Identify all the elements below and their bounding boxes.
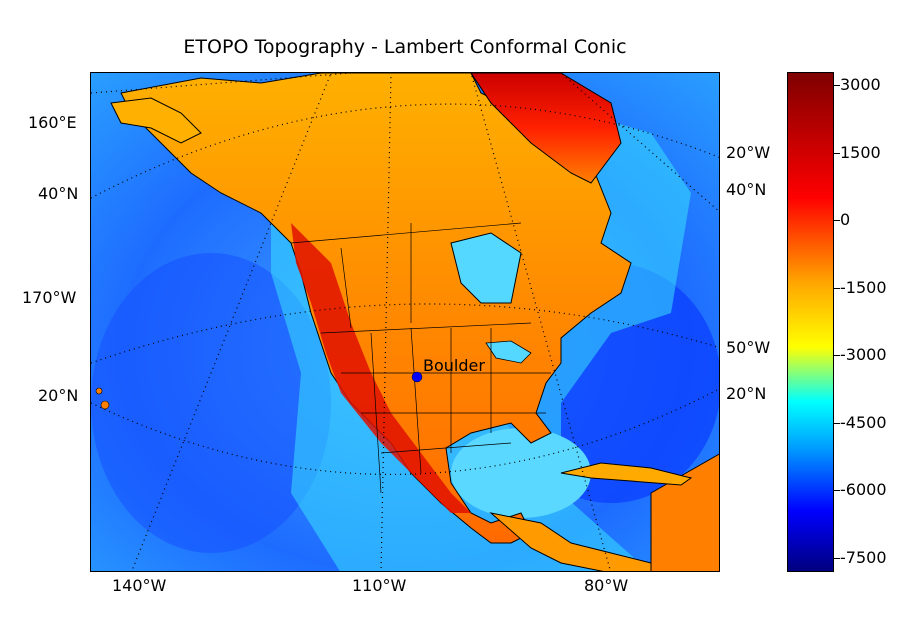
colorbar bbox=[787, 72, 834, 572]
boulder-marker[interactable] bbox=[411, 371, 423, 383]
colorbar-tick-mark bbox=[834, 152, 840, 154]
colorbar-tick-mark bbox=[834, 85, 840, 86]
topography-map: Boulder bbox=[91, 73, 719, 571]
left-label-2: 170°W bbox=[22, 288, 77, 307]
rocky-mountains bbox=[291, 223, 471, 513]
right-label-3: 20°N bbox=[726, 384, 767, 403]
pacific-deep bbox=[91, 253, 331, 553]
bottom-label-1: 110°W bbox=[352, 576, 407, 595]
right-label-2: 50°W bbox=[726, 338, 771, 357]
colorbar-tick-mark bbox=[834, 557, 840, 559]
great-lakes bbox=[485, 340, 532, 364]
map-panel: Boulder bbox=[90, 72, 720, 572]
colorbar-tick-mark bbox=[834, 220, 840, 221]
colorbar-tick-label: 3000 bbox=[840, 75, 881, 94]
left-label-0: 160°E bbox=[28, 113, 77, 132]
political-boundaries bbox=[290, 222, 551, 494]
colorbar-tick-label: 0 bbox=[840, 210, 851, 229]
greenland bbox=[470, 73, 622, 184]
colorbar-tick-mark bbox=[834, 355, 840, 356]
colorbar-tick-mark bbox=[834, 422, 840, 424]
boulder-label: Boulder bbox=[423, 356, 485, 375]
bottom-label-2: 80°W bbox=[584, 576, 629, 595]
caribbean-islands bbox=[560, 462, 693, 486]
colorbar-tick-label: -7500 bbox=[840, 547, 887, 567]
colorbar-tick-label: -6000 bbox=[840, 480, 887, 499]
right-label-0: 20°W bbox=[726, 143, 771, 162]
left-label-1: 40°N bbox=[38, 184, 79, 203]
colorbar-tick-mark bbox=[834, 490, 840, 491]
alaska-peninsula bbox=[110, 97, 202, 144]
colorbar-tick-label: -4500 bbox=[840, 412, 887, 432]
graticule bbox=[91, 73, 719, 571]
hawaii bbox=[100, 400, 110, 410]
gulf-of-mexico bbox=[451, 428, 591, 518]
hawaii bbox=[95, 387, 103, 395]
colorbar-tick-label: -3000 bbox=[840, 345, 887, 364]
colorbar-tick-label: -1500 bbox=[840, 277, 887, 297]
left-label-3: 20°N bbox=[38, 386, 79, 405]
map-title: ETOPO Topography - Lambert Conformal Con… bbox=[183, 36, 627, 58]
bottom-label-0: 140°W bbox=[112, 576, 167, 595]
right-label-1: 40°N bbox=[726, 180, 767, 199]
colorbar-tick-mark bbox=[834, 287, 840, 289]
colorbar-tick-label: 1500 bbox=[840, 142, 881, 162]
hudson-bay bbox=[450, 232, 522, 304]
